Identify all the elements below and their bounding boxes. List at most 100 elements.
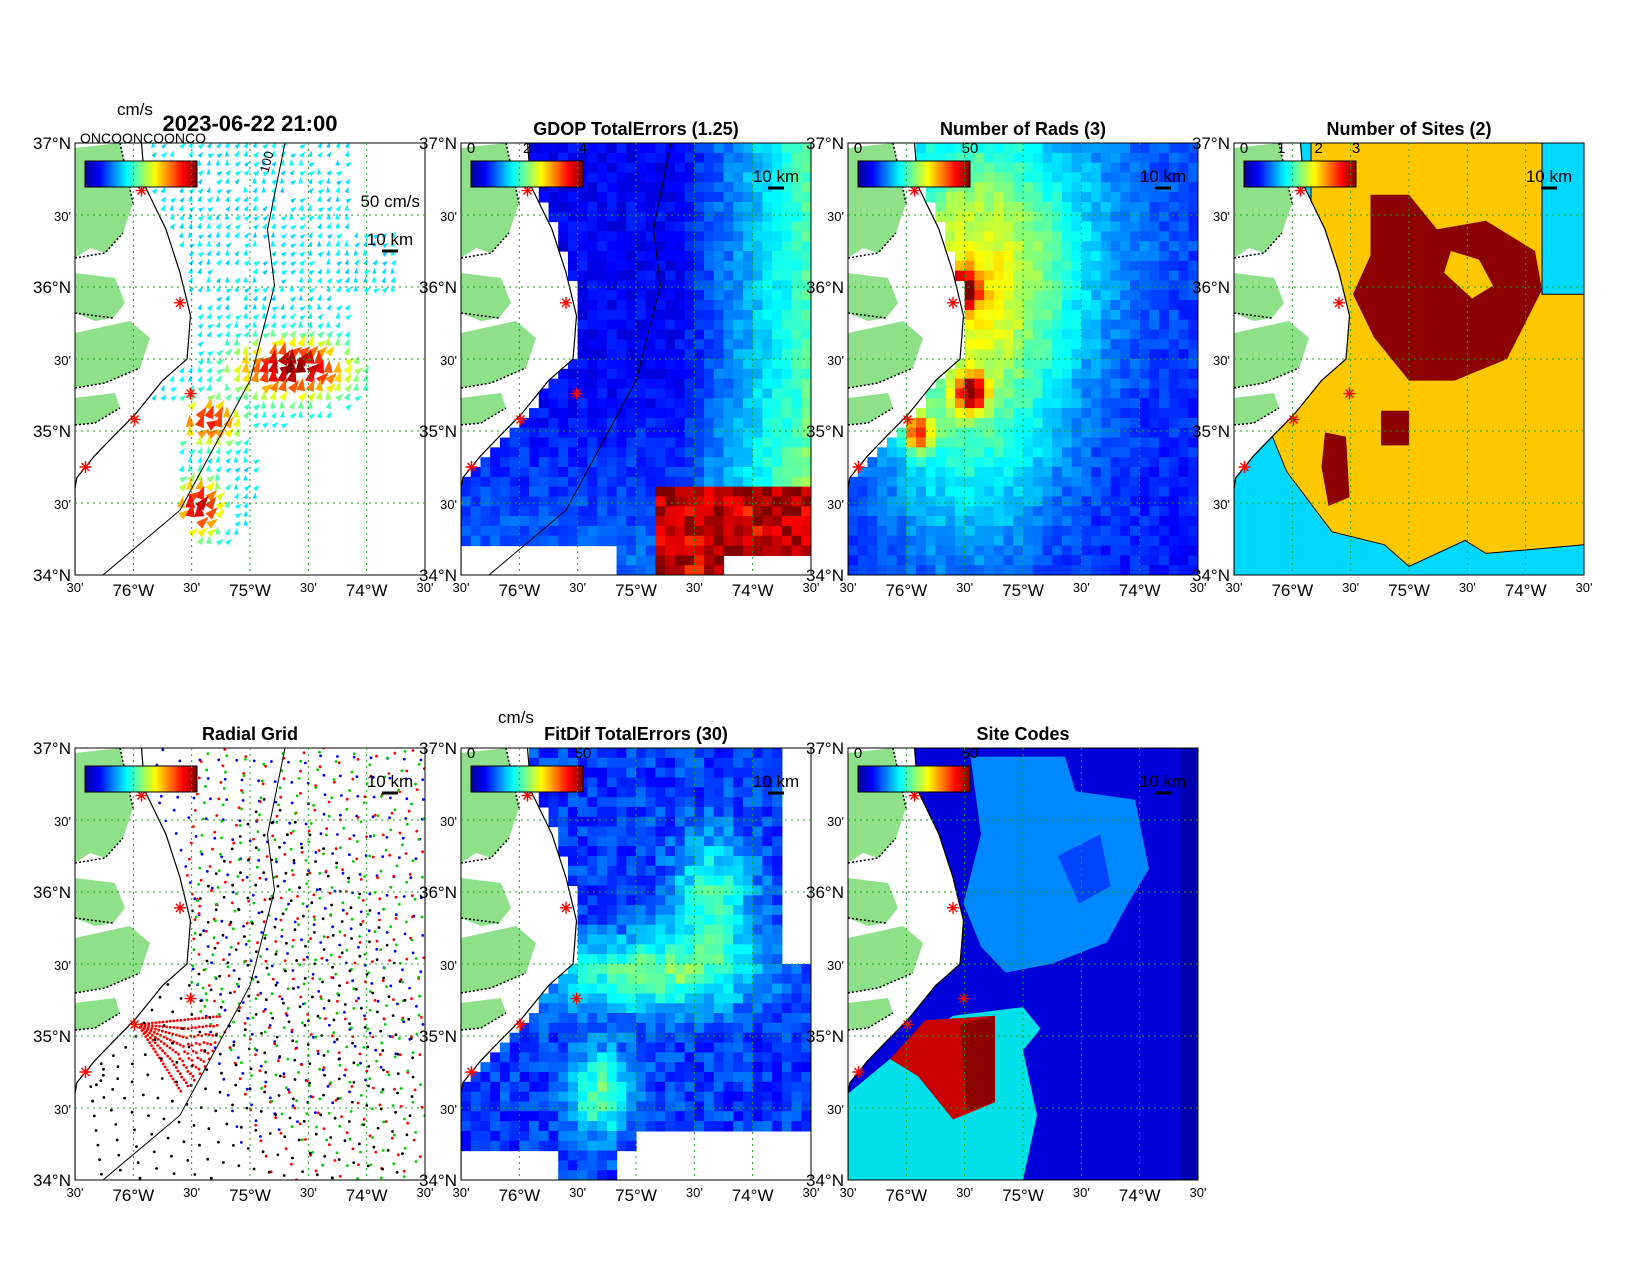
current-vector (205, 535, 212, 544)
radial-grid-dot (383, 1023, 387, 1026)
fitdif-cell (742, 777, 754, 788)
radial-grid-dot (237, 1056, 240, 1059)
radial-grid-dot (318, 1016, 322, 1020)
nrads-cell (945, 545, 956, 556)
nrads-cell (935, 437, 946, 448)
gdop-cell (606, 516, 618, 527)
gdop-cell (801, 182, 811, 193)
nrads-cell (1081, 260, 1092, 272)
current-vector (215, 259, 222, 266)
gdop-cell (655, 270, 666, 282)
gdop-cell (674, 280, 686, 291)
current-vector (391, 259, 397, 266)
lat-tick-label: 36°N (33, 278, 71, 297)
gdop-cell (529, 408, 540, 419)
current-vector (207, 153, 215, 159)
radial-grid-dot (200, 852, 204, 856)
fitdif-cell (606, 797, 618, 808)
gdop-cell (577, 241, 588, 252)
radial-grid-dot (258, 813, 261, 817)
gdop-cell (704, 309, 715, 321)
gdop-cell (665, 201, 676, 213)
current-vector (253, 170, 260, 177)
current-vector (206, 186, 211, 194)
gdop-cell (597, 201, 608, 213)
current-vector (352, 373, 359, 383)
radial-grid-dot (220, 919, 224, 923)
radial-grid-dot (396, 1091, 399, 1095)
nrads-cell (1003, 516, 1014, 527)
gdop-cell (694, 535, 705, 547)
nrads-cell (1061, 535, 1073, 547)
current-vector (327, 233, 333, 240)
nrads-cell (1032, 211, 1044, 223)
radial-grid-dot (199, 999, 203, 1003)
radial-grid-dot (385, 893, 389, 897)
current-vector (253, 151, 260, 159)
gdop-cell (470, 516, 482, 527)
radial-grid-dot (198, 866, 202, 870)
nrads-cell (1091, 486, 1102, 498)
radial-grid-dot (165, 1025, 169, 1029)
current-vector (194, 502, 205, 517)
nrads-cell (993, 260, 1005, 272)
radial-grid-dot (225, 754, 229, 758)
nrads-cell (1120, 162, 1131, 174)
current-vector (195, 478, 204, 491)
nrads-cell (1149, 221, 1160, 232)
gdop-cell (597, 300, 608, 311)
lon-tick-label: 30' (67, 1185, 84, 1200)
nrads-cell (993, 172, 1005, 183)
gdop-cell (587, 152, 598, 164)
nrads-cell (916, 516, 927, 527)
gdop-cell (723, 408, 734, 419)
gdop-cell (655, 231, 666, 242)
gdop-cell (587, 378, 598, 390)
fitdif-cell (636, 787, 647, 798)
gdop-cell (597, 349, 608, 360)
nrads-cell (954, 270, 966, 282)
radial-grid-dot (360, 1006, 363, 1010)
nrads-cell (1071, 241, 1082, 252)
colorbar-tick-label: 0 (1240, 140, 1248, 157)
current-vector (215, 501, 227, 511)
fitdif-cell (616, 767, 627, 779)
gdop-cell (704, 516, 715, 527)
radial-grid-dot (297, 1138, 301, 1142)
radial-grid-dot (204, 785, 207, 788)
nrads-cell (1139, 467, 1150, 478)
radial-grid-dot (368, 1008, 372, 1012)
radial-grid-dot (411, 951, 415, 955)
nrads-cell (1032, 368, 1044, 380)
radial-grid-dot (242, 774, 246, 778)
nrads-cell (1110, 555, 1121, 566)
gdop-cell (567, 260, 579, 272)
radial-grid-dot (200, 833, 204, 837)
nrads-cell (1129, 211, 1141, 223)
nrads-cell (896, 476, 907, 488)
gdop-cell (606, 192, 618, 203)
gdop-cell (752, 231, 763, 242)
radial-grid-dot (308, 1151, 312, 1155)
nrads-cell (935, 476, 946, 488)
gdop-cell (636, 398, 647, 409)
nrads-cell (954, 359, 966, 370)
current-vector (206, 366, 213, 374)
current-vector (206, 304, 213, 311)
fitdif-cell (558, 797, 569, 808)
radial-grid-dot (255, 865, 259, 869)
radial-grid-dot (177, 1086, 181, 1090)
radial-grid-dot (157, 1028, 161, 1032)
gdop-cell (616, 270, 627, 282)
gdop-cell (597, 182, 608, 193)
radial-grid-dot (214, 908, 218, 912)
nrads-cell (1100, 152, 1112, 164)
current-vector (278, 378, 287, 392)
nrads-cell (1110, 565, 1121, 575)
site-marker (908, 184, 921, 197)
gdop-cell (548, 211, 559, 223)
gdop-cell (538, 496, 550, 507)
nrads-cell (1013, 260, 1024, 272)
radial-grid-dot (352, 755, 356, 759)
gdop-cell (509, 516, 520, 527)
